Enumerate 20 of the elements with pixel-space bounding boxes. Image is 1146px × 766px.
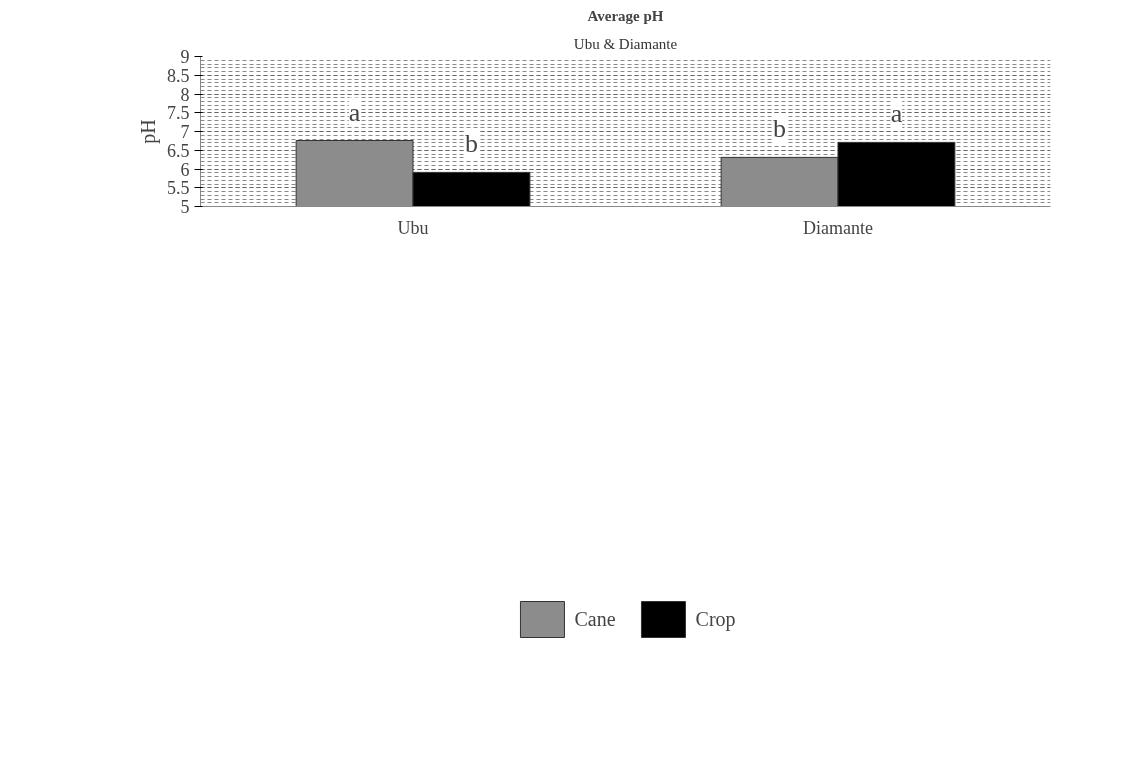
x-tick-label: Ubu — [397, 217, 429, 238]
legend-label: Crop — [695, 607, 736, 631]
y-tick-label: 5.5 — [167, 178, 190, 199]
annotation: b — [464, 129, 478, 159]
y-tick-label: 9 — [180, 47, 190, 67]
y-tick-label: 5 — [180, 197, 190, 217]
y-tick-label: 6.5 — [167, 140, 190, 161]
y-tick-label: 7.5 — [167, 103, 190, 124]
annotation: a — [890, 99, 903, 129]
x-tick-label: Diamante — [803, 217, 873, 238]
annotation: b — [773, 114, 787, 144]
chart-subtitle: Ubu & Diamante — [573, 35, 678, 52]
y-tick-label: 6 — [180, 159, 190, 180]
y-tick-label: 8.5 — [167, 65, 190, 86]
y-tick-label: 8 — [180, 84, 190, 105]
y-tick-label: 7 — [180, 122, 190, 142]
chart-title: Average pH — [587, 7, 664, 24]
annotation: a — [348, 97, 361, 127]
legend-label: Cane — [574, 607, 616, 631]
y-axis-title: pH — [137, 119, 160, 144]
